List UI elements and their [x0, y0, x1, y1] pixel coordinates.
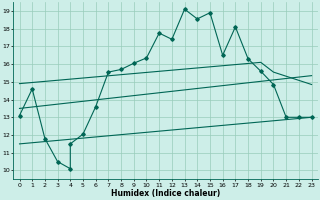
- X-axis label: Humidex (Indice chaleur): Humidex (Indice chaleur): [111, 189, 220, 198]
